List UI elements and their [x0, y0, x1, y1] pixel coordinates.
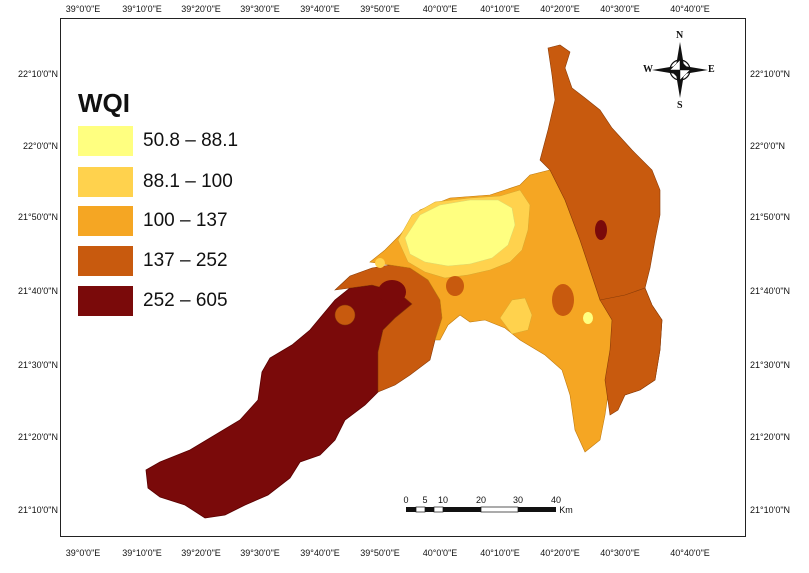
top-axis-tick-label: 39°0'0"E — [65, 4, 101, 14]
bottom-axis-tick-label: 39°20'0"E — [181, 548, 221, 558]
scale-label: 20 — [475, 495, 487, 505]
top-axis-tick-label: 40°10'0"E — [480, 4, 520, 14]
scale-label: 30 — [512, 495, 524, 505]
top-axis-tick-label: 40°0'0"E — [422, 4, 458, 14]
legend-label: 137 – 252 — [143, 250, 228, 271]
left-axis-tick-label: 21°30'0"N — [17, 360, 58, 370]
top-axis-tick-label: 40°20'0"E — [540, 4, 580, 14]
bottom-axis-tick-label: 39°30'0"E — [240, 548, 280, 558]
legend-label: 50.8 – 88.1 — [143, 130, 239, 151]
zone-137-252-south — [599, 287, 663, 416]
zone-spot-4 — [552, 284, 574, 316]
legend-swatch — [78, 167, 133, 197]
bottom-axis-tick-label: 39°0'0"E — [65, 548, 101, 558]
bottom-axis-tick-label: 40°0'0"E — [422, 548, 458, 558]
scale-label: 5 — [422, 495, 428, 505]
bottom-axis-tick-label: 39°40'0"E — [300, 548, 340, 558]
legend-item: 252 – 605 — [78, 286, 228, 316]
top-axis-tick-label: 39°50'0"E — [360, 4, 400, 14]
left-axis-tick-label: 22°10'0"N — [17, 69, 58, 79]
right-axis-tick-label: 22°10'0"N — [750, 69, 791, 79]
scale-unit: Km — [559, 505, 573, 515]
left-axis-tick-label: 21°20'0"N — [17, 432, 58, 442]
legend-item: 137 – 252 — [78, 246, 228, 276]
right-axis-tick-label: 22°0'0"N — [750, 141, 786, 151]
legend-item: 100 – 137 — [78, 206, 228, 236]
bottom-axis-tick-label: 40°30'0"E — [600, 548, 640, 558]
zone-spot-8 — [408, 316, 432, 344]
legend-swatch — [78, 246, 133, 276]
zone-spot-5 — [595, 220, 607, 240]
zone-88-100-south — [499, 297, 533, 335]
legend-label: 100 – 137 — [143, 210, 228, 231]
left-axis-tick-label: 21°10'0"N — [17, 505, 58, 515]
legend-swatch — [78, 286, 133, 316]
left-axis-tick-label: 21°50'0"N — [17, 212, 58, 222]
legend-item: 50.8 – 88.1 — [78, 126, 238, 156]
scale-bar — [406, 506, 556, 513]
bottom-axis-tick-label: 40°20'0"E — [540, 548, 580, 558]
top-axis-tick-label: 39°20'0"E — [181, 4, 221, 14]
legend-item: 88.1 – 100 — [78, 167, 233, 197]
legend-swatch — [78, 126, 133, 156]
legend-label: 252 – 605 — [143, 290, 228, 311]
right-axis-tick-label: 21°30'0"N — [750, 360, 791, 370]
top-axis-tick-label: 40°40'0"E — [670, 4, 710, 14]
scale-label: 10 — [437, 495, 449, 505]
legend-label: 88.1 – 100 — [143, 171, 233, 192]
top-axis-tick-label: 39°40'0"E — [300, 4, 340, 14]
zone-spot-1 — [334, 304, 356, 326]
top-axis-tick-label: 40°30'0"E — [600, 4, 640, 14]
scale-label: 0 — [403, 495, 409, 505]
map-frame — [60, 18, 746, 537]
right-axis-tick-label: 21°40'0"N — [750, 286, 791, 296]
compass-north-label: N — [676, 30, 684, 41]
north-arrow-icon — [652, 42, 708, 98]
zone-50-88 — [404, 199, 516, 267]
zone-252-605 — [145, 284, 413, 519]
zone-spot-7 — [375, 258, 385, 268]
legend-title: WQI — [78, 88, 130, 118]
compass-east-label: E — [708, 64, 715, 75]
legend-swatch — [78, 206, 133, 236]
left-axis-tick-label: 22°0'0"N — [22, 141, 58, 151]
zone-spot-2 — [378, 280, 406, 304]
compass-west-label: W — [643, 64, 653, 75]
bottom-axis-tick-label: 39°10'0"E — [122, 548, 162, 558]
top-axis-tick-label: 39°30'0"E — [240, 4, 280, 14]
scale-label: 40 — [550, 495, 562, 505]
bottom-axis-tick-label: 39°50'0"E — [360, 548, 400, 558]
compass-south-label: S — [677, 100, 683, 111]
right-axis-tick-label: 21°50'0"N — [750, 212, 791, 222]
right-axis-tick-label: 21°20'0"N — [750, 432, 791, 442]
bottom-axis-tick-label: 40°40'0"E — [670, 548, 710, 558]
right-axis-tick-label: 21°10'0"N — [750, 505, 791, 515]
zone-spot-3 — [446, 276, 464, 296]
left-axis-tick-label: 21°40'0"N — [17, 286, 58, 296]
bottom-axis-tick-label: 40°10'0"E — [480, 548, 520, 558]
zone-spot-6 — [583, 312, 593, 324]
top-axis-tick-label: 39°10'0"E — [122, 4, 162, 14]
